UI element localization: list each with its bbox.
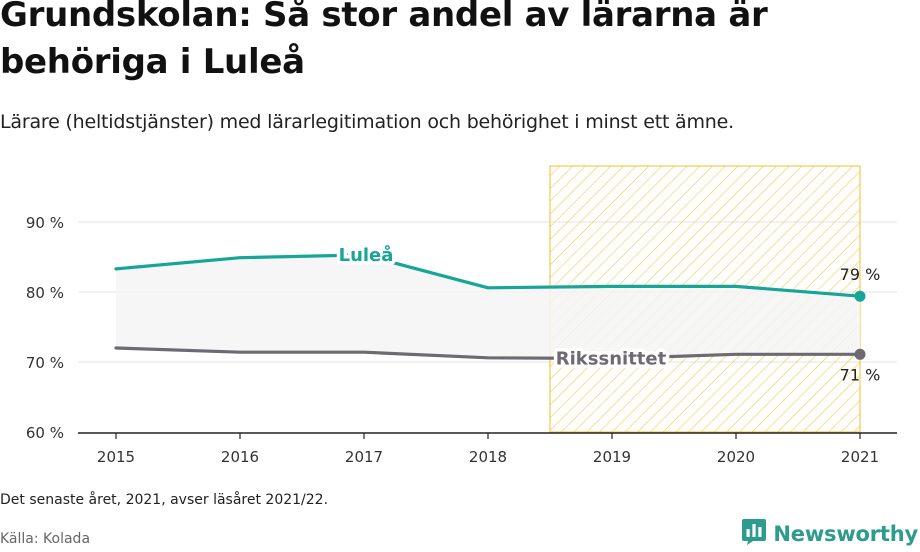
footnote: Det senaste året, 2021, avser läsåret 20… [0, 492, 329, 508]
series-end-label: 71 % [840, 365, 881, 384]
chart-title: Grundskolan: Så stor andel av lärarna är… [0, 0, 768, 82]
source-note: Källa: Kolada [0, 531, 91, 547]
series-end-point [854, 348, 866, 360]
series-name-label: Luleå [339, 244, 394, 266]
x-tick-label: 2018 [469, 448, 507, 466]
series-end-label: 79 % [840, 265, 881, 284]
series-line-lulea [114, 253, 862, 298]
brand-name: Newsworthy [773, 522, 918, 546]
series-gap-band [116, 254, 860, 359]
brand-logo: Newsworthy [741, 518, 918, 550]
x-tick-label: 2017 [345, 448, 383, 466]
series-name-label: Rikssnittet [556, 349, 667, 370]
y-tick-label: 60 % [26, 424, 64, 442]
y-tick-label: 80 % [26, 284, 64, 302]
chart-subtitle: Lärare (heltidstjänster) med lärarlegiti… [0, 111, 734, 133]
series-line-rikssnittet [114, 346, 862, 361]
x-tick-label: 2015 [97, 448, 135, 466]
x-tick-label: 2016 [221, 448, 259, 466]
x-tick-label: 2019 [593, 448, 631, 466]
x-tick-label: 2020 [717, 448, 755, 466]
x-tick-label: 2021 [841, 448, 879, 466]
line-chart: 60 % 70 % 80 % 90 % 2015 2016 2017 2018 2019 2020… [26, 165, 897, 466]
y-tick-label: 90 % [26, 214, 64, 232]
series-end-point [854, 290, 866, 302]
y-tick-label: 70 % [26, 354, 64, 372]
newsworthy-logo-icon [741, 518, 767, 550]
